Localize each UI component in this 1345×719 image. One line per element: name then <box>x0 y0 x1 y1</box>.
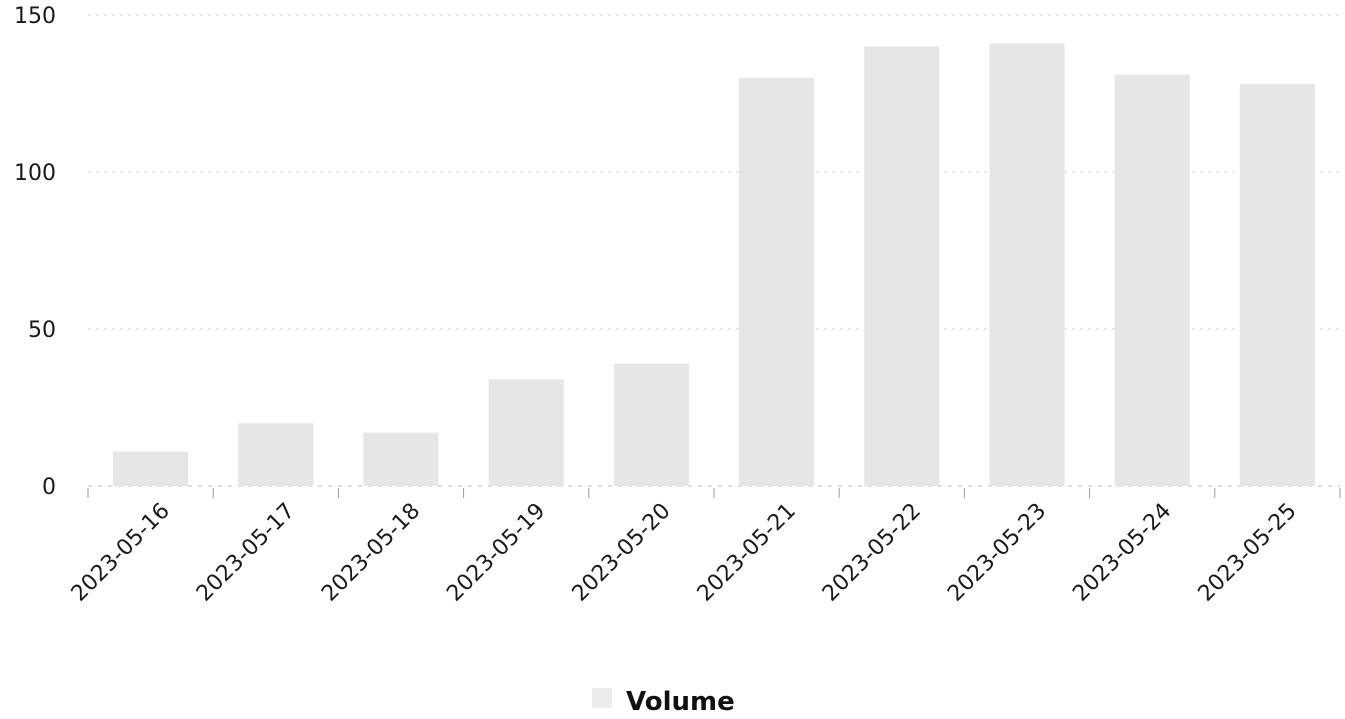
y-tick-label-50: 50 <box>28 318 56 343</box>
x-tick-label-2023-05-18: 2023-05-18 <box>317 499 425 607</box>
y-tick-label-150: 150 <box>14 4 56 29</box>
bar-2023-05-24[interactable] <box>1114 74 1190 486</box>
x-tick-label-2023-05-16: 2023-05-16 <box>67 499 175 607</box>
x-tick-label-2023-05-24: 2023-05-24 <box>1068 499 1176 607</box>
bar-2023-05-21[interactable] <box>739 77 815 487</box>
x-tick-label-2023-05-25: 2023-05-25 <box>1194 499 1302 607</box>
legend[interactable]: Volume <box>592 687 735 717</box>
x-tick-label-2023-05-20: 2023-05-20 <box>568 499 676 607</box>
x-tick-label-2023-05-21: 2023-05-21 <box>693 499 801 607</box>
x-tick-label-2023-05-17: 2023-05-17 <box>192 499 300 607</box>
legend-label[interactable]: Volume <box>626 687 735 717</box>
x-tick-label-2023-05-22: 2023-05-22 <box>818 499 926 607</box>
bar-2023-05-20[interactable] <box>613 363 689 486</box>
bar-2023-05-25[interactable] <box>1239 84 1315 486</box>
x-tick-label-2023-05-23: 2023-05-23 <box>943 499 1051 607</box>
bar-2023-05-16[interactable] <box>113 451 189 486</box>
bar-2023-05-17[interactable] <box>238 423 314 486</box>
bar-2023-05-23[interactable] <box>989 43 1065 486</box>
bar-2023-05-18[interactable] <box>363 432 439 486</box>
y-axis: 0 50 100 150 <box>14 4 56 500</box>
x-axis: 2023-05-16 2023-05-17 2023-05-18 2023-05-19… <box>67 488 1341 607</box>
x-tick-label-2023-05-19: 2023-05-19 <box>442 499 550 607</box>
bar-2023-05-22[interactable] <box>864 46 940 487</box>
y-tick-label-100: 100 <box>14 161 56 186</box>
bars-layer <box>113 43 1315 487</box>
legend-swatch[interactable] <box>592 688 612 708</box>
y-tick-label-0: 0 <box>42 475 56 500</box>
bar-2023-05-19[interactable] <box>488 379 564 486</box>
